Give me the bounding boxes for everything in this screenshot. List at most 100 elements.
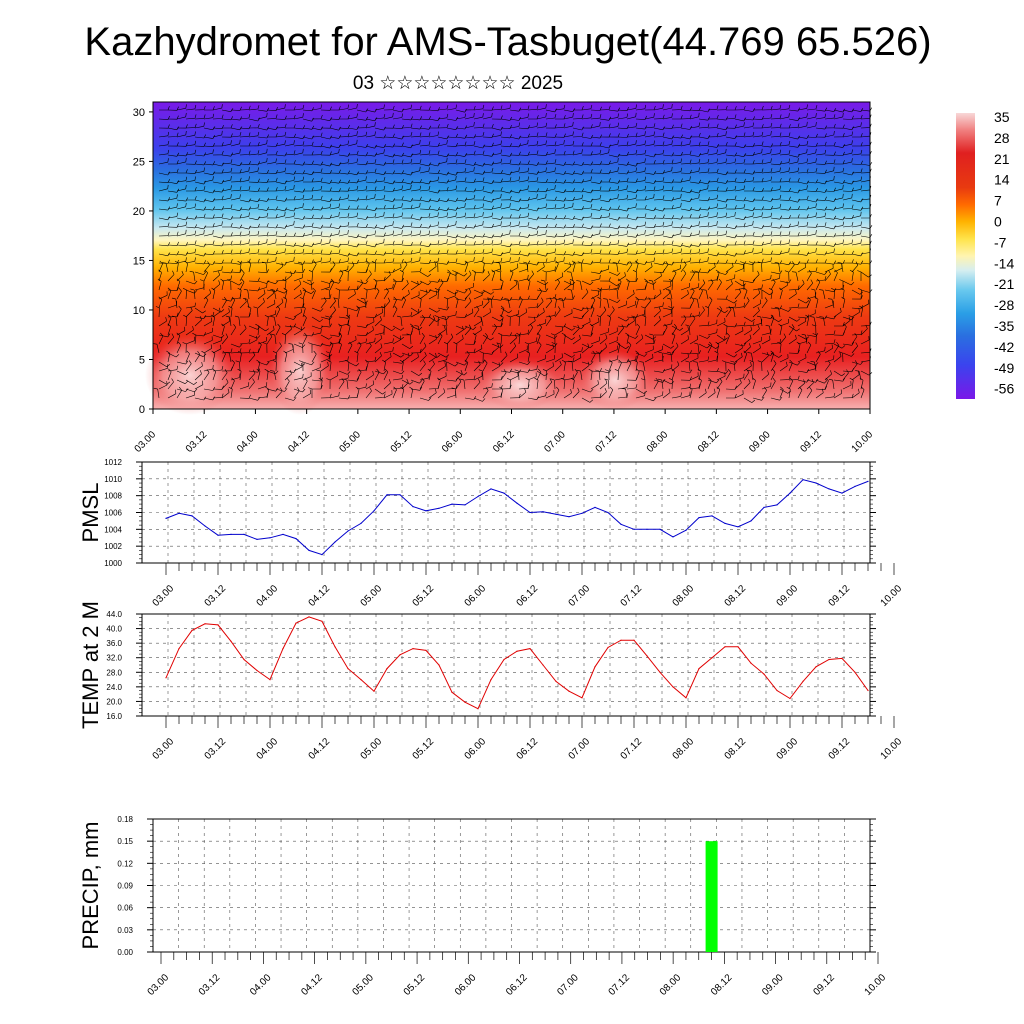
y-tick-label: 5 <box>139 354 145 366</box>
pmsl-point <box>529 511 531 514</box>
y-tick-label: 28.0 <box>106 668 122 677</box>
grid <box>153 818 870 953</box>
pmsl-point <box>607 511 609 514</box>
x-tick-label: 09.00 <box>775 736 801 762</box>
x-tick-label: 09.12 <box>798 429 824 455</box>
temp-point <box>412 648 414 650</box>
temp-point <box>555 680 557 683</box>
x-tick-label: 03.12 <box>197 972 223 998</box>
pmsl-point <box>503 492 505 494</box>
y-tick-label: 1012 <box>104 458 122 467</box>
colorbar-label: 14 <box>994 172 1010 188</box>
x-tick-label: 03.00 <box>151 583 177 609</box>
pmsl-point <box>217 534 219 536</box>
x-tick-label: 05.12 <box>402 972 428 998</box>
pmsl-point <box>399 494 401 496</box>
x-tick-label: 08.12 <box>696 429 722 455</box>
y-tick-label: 36.0 <box>106 639 122 648</box>
temp-point <box>373 690 375 692</box>
cross-section-panel: 0 5 10 15 20 25 30 03.00 03.12 04.00 04.12 05.00 05.… <box>133 101 875 455</box>
x-tick-label: 08.12 <box>723 583 749 609</box>
pmsl-point <box>360 522 362 525</box>
colorbar: 35 28 21 14 7 0 -7 -14 -21 -28 -35 -42 -49 -56 <box>956 109 1014 399</box>
pmsl-point <box>750 520 752 522</box>
temp-point <box>659 671 661 673</box>
x-tick-label: 06.00 <box>440 429 466 455</box>
temp-point <box>529 648 531 650</box>
x-tick-label: 04.12 <box>307 736 333 762</box>
colorbar-label: -21 <box>994 276 1014 292</box>
pmsl-line <box>165 479 869 556</box>
temp-point <box>451 691 453 693</box>
temp-point <box>542 664 544 666</box>
temp-point <box>854 671 856 673</box>
temp-point <box>724 646 726 648</box>
y-tick-label: 30 <box>133 107 145 119</box>
pmsl-point <box>178 512 180 514</box>
colorbar-label: -7 <box>994 234 1007 250</box>
pmsl-point <box>711 515 713 517</box>
pmsl-point <box>568 516 570 518</box>
temp-point <box>360 679 362 681</box>
x-tick-label: 10.00 <box>879 583 905 609</box>
temp-point <box>308 616 310 618</box>
temp-point <box>425 649 427 652</box>
temp-point <box>841 657 843 660</box>
chart-title: Kazhydromet for AMS-Tasbuget(44.769 65.5… <box>84 20 932 64</box>
y-tick-label: 16.0 <box>106 712 122 721</box>
pmsl-point <box>555 513 557 515</box>
x-tick-label: 08.12 <box>709 972 735 998</box>
colorbar-label: -56 <box>994 381 1014 397</box>
y-tick-label: 32.0 <box>106 654 122 663</box>
x-tick-label: 09.00 <box>775 583 801 609</box>
x-tick-label: 07.00 <box>567 583 593 609</box>
y-tick-label: 1006 <box>104 509 122 518</box>
y-tick-label: 24.0 <box>106 683 122 692</box>
temp-point <box>230 640 232 642</box>
y-tick-label: 40.0 <box>106 625 122 634</box>
x-tick-label: 03.12 <box>203 736 229 762</box>
x-tick-label: 04.12 <box>299 972 325 998</box>
pmsl-point <box>165 517 167 520</box>
x-tick-label: 07.12 <box>594 429 620 455</box>
x-tick-label: 06.00 <box>463 583 489 609</box>
temp-line <box>165 616 869 710</box>
pmsl-point <box>230 533 232 536</box>
pmsl-point <box>282 533 284 536</box>
y-tick-label: 1000 <box>104 559 122 568</box>
pmsl-point <box>789 492 791 494</box>
x-tick-label: 04.12 <box>286 429 312 455</box>
pmsl-point <box>334 541 336 543</box>
temp-point <box>386 668 388 670</box>
y-tick-label: 0.18 <box>117 815 133 824</box>
warm-region <box>580 350 650 410</box>
x-tick-label: 04.12 <box>307 583 333 609</box>
x-tick-label: 05.00 <box>359 583 385 609</box>
pmsl-point <box>269 537 271 539</box>
temp-point <box>568 690 570 692</box>
x-tick-label: 06.12 <box>515 736 541 762</box>
y-tick-label: 0.03 <box>117 926 133 935</box>
pmsl-point <box>724 522 726 525</box>
y-tick-label: 20.0 <box>106 697 122 706</box>
precip-panel: 0.00 0.03 0.06 0.09 0.12 0.15 0.18 03.00 03.12 04… <box>78 815 888 998</box>
x-tick-label: 09.12 <box>827 583 853 609</box>
pmsl-point <box>659 528 661 530</box>
colorbar-label: 28 <box>994 130 1010 146</box>
temp-point <box>191 629 193 632</box>
x-tick-label: 03.12 <box>203 583 229 609</box>
pmsl-point <box>672 536 674 538</box>
x-tick-label: 07.12 <box>619 736 645 762</box>
y-tick-label: 1004 <box>104 525 122 534</box>
pmsl-point <box>490 488 492 490</box>
temp-point <box>256 669 258 672</box>
pmsl-point <box>854 485 856 487</box>
temp-panel: 16.0 20.0 24.0 28.0 32.0 36.0 40.0 44.0 03.00 03.… <box>78 601 904 762</box>
x-tick-label: 06.00 <box>463 736 489 762</box>
temp-point <box>204 623 206 625</box>
colorbar-label: 7 <box>994 193 1002 209</box>
temp-point <box>750 662 752 664</box>
pmsl-point <box>646 528 648 530</box>
colorbar-label: 0 <box>994 214 1002 230</box>
